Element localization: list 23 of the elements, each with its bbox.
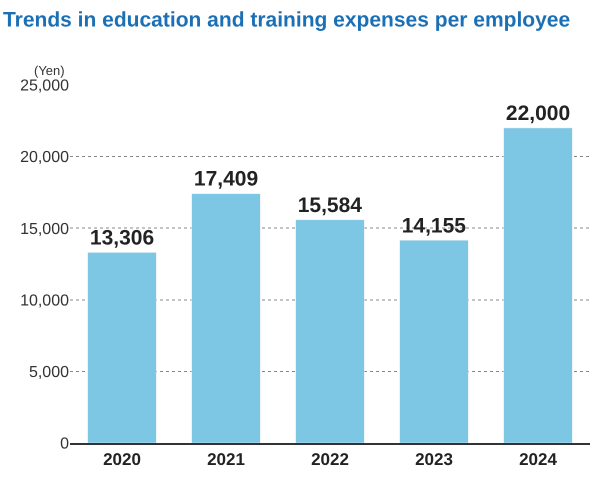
data-label: 13,306 xyxy=(90,226,154,250)
data-label: 22,000 xyxy=(506,102,570,125)
x-tick-label: 2023 xyxy=(415,450,453,470)
x-tick-label: 2024 xyxy=(519,450,558,470)
y-tick-label: 10,000 xyxy=(20,292,70,310)
bar xyxy=(295,220,365,443)
bar xyxy=(191,193,261,443)
y-tick-label: 0 xyxy=(60,436,70,453)
data-label: 17,409 xyxy=(194,168,258,191)
y-tick-label: 25,000 xyxy=(20,78,70,95)
x-tick-label: 2020 xyxy=(103,450,141,470)
x-tick-label: 2021 xyxy=(207,450,245,470)
data-label: 14,155 xyxy=(402,214,466,238)
bar xyxy=(503,128,573,443)
y-tick-label: 15,000 xyxy=(20,220,70,238)
y-tick-label: 5,000 xyxy=(28,364,70,381)
bar xyxy=(87,252,157,443)
bar xyxy=(399,240,469,443)
chart-title: Trends in education and training expenses per employee xyxy=(2,8,570,32)
y-tick-label: 20,000 xyxy=(20,149,70,166)
x-tick-label: 2022 xyxy=(311,450,349,470)
data-label: 15,584 xyxy=(298,194,362,217)
y-axis-title: (Yen) xyxy=(34,63,65,78)
